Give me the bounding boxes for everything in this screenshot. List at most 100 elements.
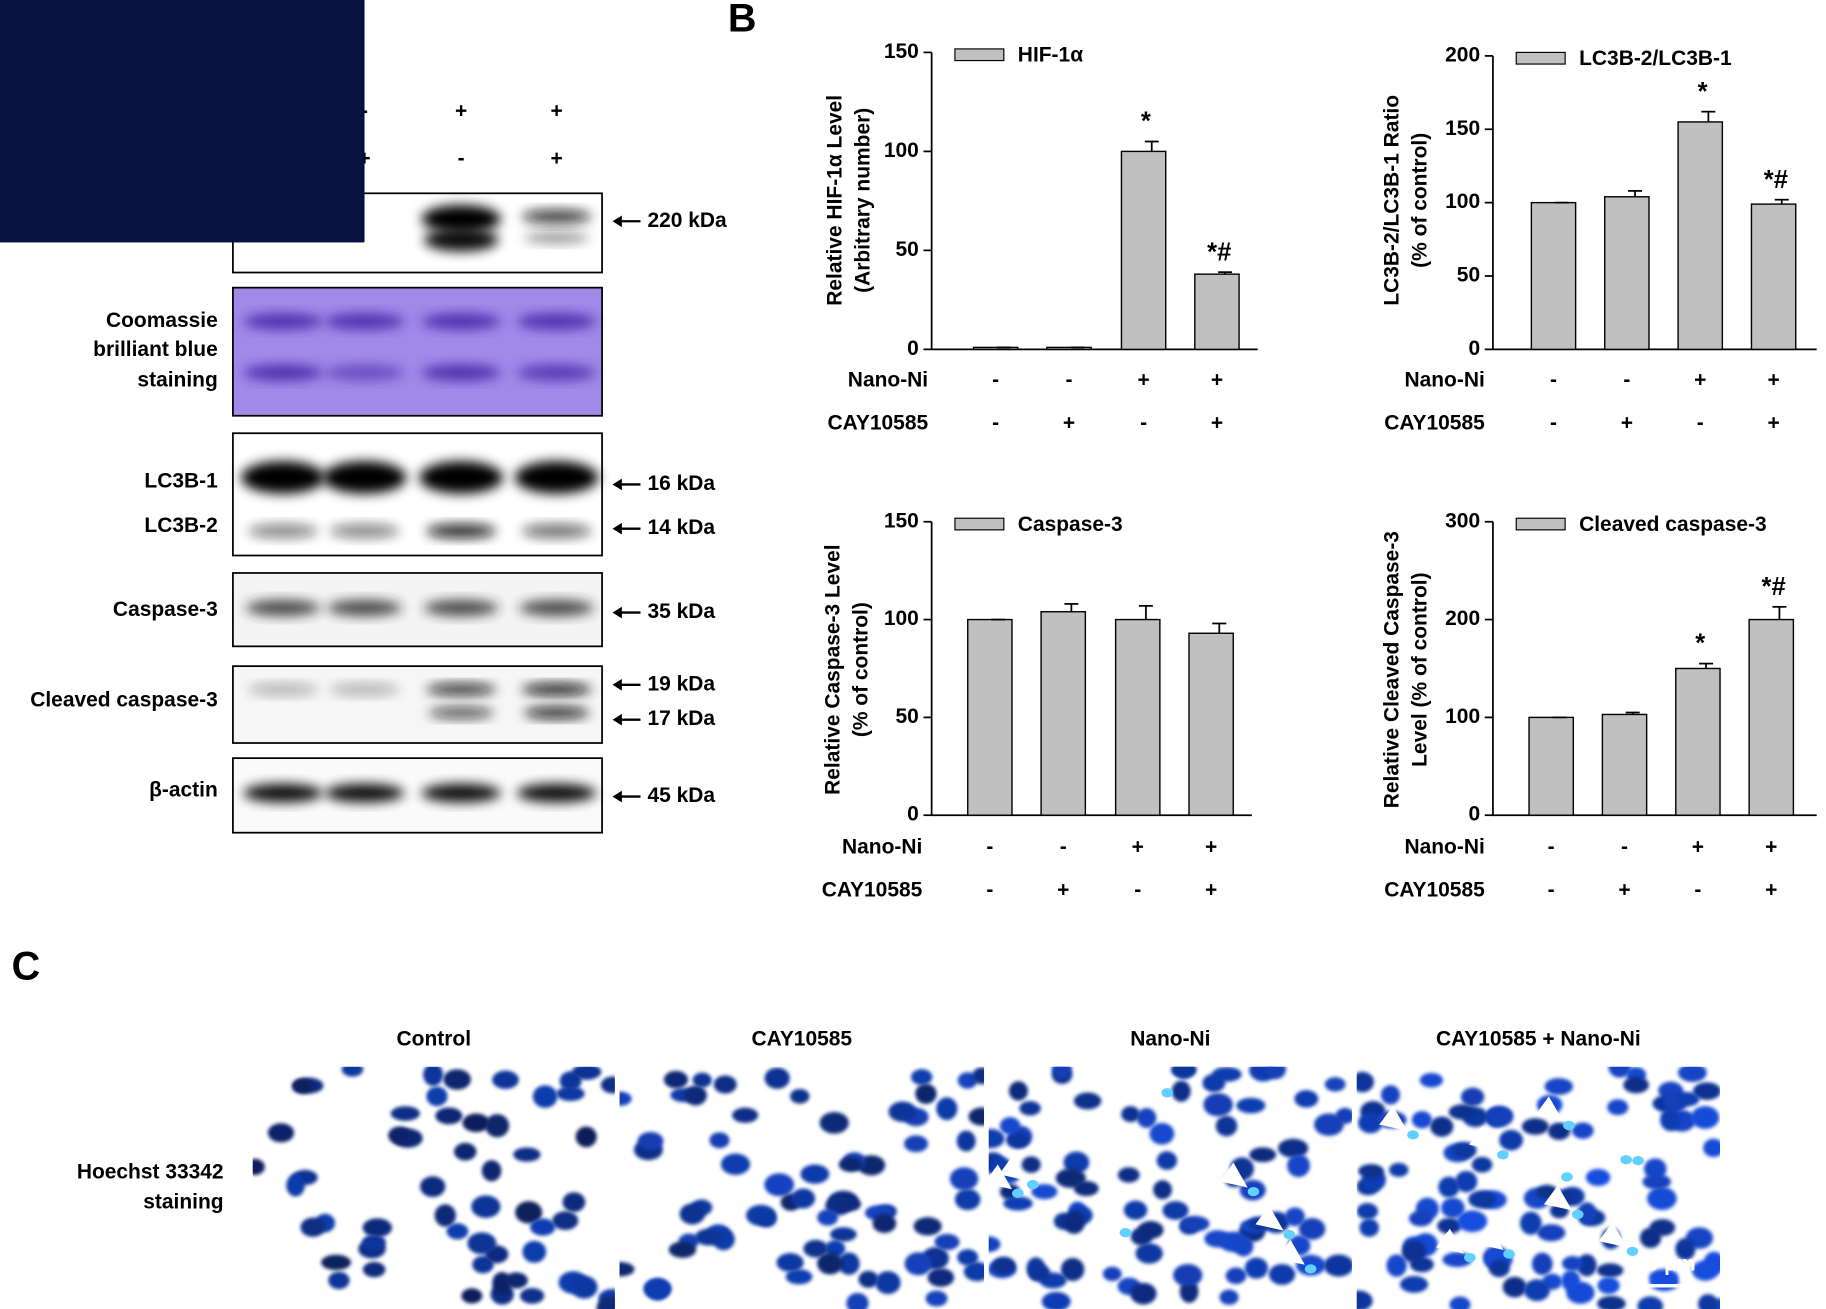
nucleus	[988, 1129, 1005, 1149]
nucleus	[619, 1262, 635, 1277]
nucleus	[471, 1195, 501, 1218]
apoptotic-nucleus	[1407, 1130, 1419, 1140]
nucleus	[1171, 1080, 1191, 1102]
nucleus	[1502, 1276, 1527, 1298]
band	[421, 204, 501, 233]
band	[324, 313, 405, 330]
nucleus	[467, 1232, 497, 1255]
nucleus	[1003, 1196, 1033, 1211]
treatment-sign: -	[1550, 368, 1557, 391]
nucleus	[572, 1066, 602, 1080]
nucleus	[954, 1188, 981, 1211]
nucleus	[963, 1261, 985, 1282]
row-label: staining	[143, 1191, 223, 1214]
legend-label: Caspase-3	[1018, 513, 1123, 536]
nucleus	[1399, 1276, 1429, 1293]
nucleus	[328, 1271, 350, 1290]
y-tick-label: 50	[1457, 264, 1480, 287]
nucleus	[1485, 1105, 1514, 1127]
band	[248, 683, 318, 696]
nucleus	[1642, 1174, 1672, 1190]
nucleus	[1008, 1081, 1028, 1101]
band	[517, 364, 597, 381]
nucleus	[790, 1088, 810, 1104]
nucleus	[709, 1132, 730, 1149]
nucleus	[1358, 1164, 1384, 1179]
treatment-sign: -	[986, 878, 993, 901]
band	[514, 461, 599, 494]
treatment-sign: +	[1694, 368, 1706, 391]
nucleus	[562, 1192, 586, 1213]
arrow-head	[612, 522, 622, 535]
nucleus	[1266, 1066, 1286, 1079]
band	[519, 599, 594, 617]
nucleus	[934, 1233, 960, 1251]
treatment-label: Nano-Ni	[1404, 368, 1484, 391]
significance: *#	[1761, 573, 1785, 601]
nucleus	[619, 1091, 632, 1106]
nucleus	[423, 1066, 444, 1086]
bar	[1604, 196, 1650, 351]
treatment-sign: -	[1621, 835, 1628, 858]
column-title: CAY10585 + Nano-Ni	[1436, 1028, 1641, 1051]
nucleus	[1647, 1186, 1677, 1211]
panel-label: C	[12, 944, 41, 988]
nucleus	[1123, 1200, 1148, 1220]
nucleus	[1063, 1151, 1090, 1174]
bar	[1677, 121, 1724, 351]
band	[419, 461, 504, 494]
band	[248, 524, 318, 539]
band	[421, 364, 501, 381]
nucleus	[300, 1217, 326, 1237]
nucleus	[692, 1072, 712, 1088]
nucleus	[1055, 1168, 1086, 1188]
nucleus	[1388, 1162, 1409, 1177]
nucleus	[420, 1176, 446, 1197]
y-tick-label: 300	[1445, 509, 1480, 532]
nucleus	[286, 1174, 305, 1197]
nucleus	[837, 1197, 862, 1212]
nucleus	[1537, 1224, 1566, 1242]
nucleus	[999, 1117, 1021, 1135]
y-tick-label: 50	[896, 705, 919, 728]
nucleus	[481, 1160, 502, 1182]
apoptotic-nucleus	[1571, 1209, 1584, 1220]
nucleus	[321, 1254, 352, 1271]
nucleus	[956, 1130, 976, 1152]
nucleus	[600, 1076, 615, 1094]
apoptotic-nucleus	[1632, 1155, 1644, 1166]
arrow	[1436, 1228, 1465, 1254]
arrow-head	[612, 215, 622, 228]
treatment-sign: -	[1548, 878, 1555, 901]
y-axis-label: (% of control)	[1408, 133, 1431, 268]
nucleus	[1298, 1217, 1326, 1240]
nucleus	[1060, 1257, 1085, 1281]
nucleus	[872, 1213, 897, 1233]
treatment-label: CAY10585	[1384, 878, 1485, 901]
nucleus	[904, 1252, 933, 1276]
nucleus	[1571, 1122, 1594, 1139]
apoptotic-nucleus	[1503, 1249, 1515, 1259]
apoptotic-nucleus	[1561, 1172, 1573, 1182]
nucleus	[1441, 1197, 1465, 1218]
nucleus	[1597, 1295, 1626, 1309]
y-axis-label: Relative Cleaved Caspase-3	[1380, 531, 1403, 808]
nucleus	[1268, 1263, 1296, 1285]
band	[324, 364, 405, 381]
bar	[1114, 618, 1161, 816]
nucleus	[800, 1164, 830, 1184]
nucleus	[1019, 1101, 1041, 1116]
nucleus	[1448, 1104, 1476, 1120]
treatment-sign: +	[1767, 368, 1779, 391]
nucleus	[522, 1240, 547, 1263]
bar	[1188, 632, 1234, 816]
nucleus	[1438, 1176, 1460, 1198]
bar	[1748, 618, 1795, 816]
y-tick-label: 150	[884, 509, 919, 532]
nucleus	[720, 1153, 751, 1175]
apoptotic-nucleus	[1626, 1246, 1639, 1257]
arrow	[1255, 1205, 1284, 1231]
nucleus	[1468, 1190, 1497, 1209]
nucleus	[556, 1086, 585, 1102]
treatment-sign: -	[1134, 878, 1141, 901]
